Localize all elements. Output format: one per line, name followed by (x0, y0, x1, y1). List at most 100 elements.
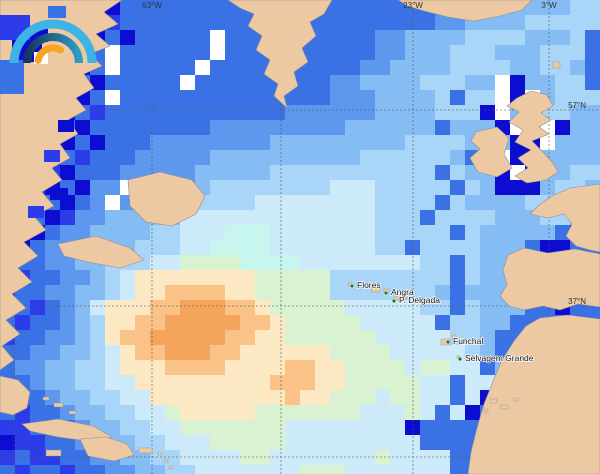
grid-cell (120, 270, 135, 285)
grid-cell (420, 45, 435, 60)
place-marker[interactable] (391, 298, 397, 304)
grid-cell (165, 150, 180, 165)
place-label[interactable]: Funchal (452, 335, 484, 346)
grid-cell (105, 405, 120, 420)
grid-cell (300, 315, 315, 330)
grid-cell (525, 15, 540, 30)
grid-cell (420, 270, 435, 285)
meridian-label: 3°W (541, 1, 557, 10)
grid-cell (330, 465, 345, 474)
place-label[interactable]: Angra (390, 286, 414, 297)
grid-cell (315, 75, 330, 90)
grid-cell (135, 360, 150, 375)
place-label[interactable]: Flores (356, 279, 381, 290)
grid-cell (345, 180, 360, 195)
grid-cell (135, 240, 150, 255)
grid-cell (105, 300, 120, 315)
grid-cell (150, 135, 165, 150)
place-marker[interactable] (383, 290, 389, 296)
grid-cell (165, 45, 180, 60)
grid-cell (135, 225, 150, 240)
grid-cell (195, 465, 210, 474)
grid-cell (450, 315, 465, 330)
grid-cell (225, 60, 240, 75)
grid-cell (285, 90, 300, 105)
grid-cell (480, 270, 495, 285)
grid-cell (330, 330, 345, 345)
grid-cell (510, 15, 525, 30)
grid-cell (435, 390, 450, 405)
grid-cell (555, 135, 570, 150)
grid-cell (165, 345, 180, 360)
grid-cell (195, 225, 210, 240)
grid-cell (150, 75, 165, 90)
grid-cell (255, 75, 270, 90)
grid-cell (435, 450, 450, 465)
grid-cell (300, 360, 315, 375)
grid-cell (225, 360, 240, 375)
grid-cell (135, 15, 150, 30)
place-label[interactable]: Selvagem Grande (464, 352, 534, 363)
grid-cell (60, 165, 75, 180)
place-marker[interactable] (445, 339, 451, 345)
grid-cell (180, 15, 195, 30)
grid-cell (585, 150, 600, 165)
grid-cell (390, 60, 405, 75)
grid-cell (165, 135, 180, 150)
grid-cell (585, 0, 600, 15)
grid-cell (405, 45, 420, 60)
place-marker[interactable] (457, 356, 463, 362)
grid-cell (435, 285, 450, 300)
grid-cell (360, 225, 375, 240)
grid-cell (210, 360, 225, 375)
grid-cell (525, 0, 540, 15)
grid-cell (345, 465, 360, 474)
grid-cell (495, 105, 510, 120)
grid-cell (270, 405, 285, 420)
grid-cell (375, 390, 390, 405)
grid-cell (420, 285, 435, 300)
grid-cell (60, 450, 75, 465)
grid-cell (465, 105, 480, 120)
place-marker[interactable] (349, 283, 355, 289)
grid-cell (195, 60, 210, 75)
grid-cell (45, 255, 60, 270)
grid-cell (120, 165, 135, 180)
grid-cell (30, 270, 45, 285)
grid-cell (135, 75, 150, 90)
grid-cell (180, 60, 195, 75)
grid-cell (90, 195, 105, 210)
grid-cell (420, 330, 435, 345)
grid-cell (270, 120, 285, 135)
grid-cell (435, 360, 450, 375)
grid-cell (345, 15, 360, 30)
grid-cell (105, 360, 120, 375)
grid-cell (390, 300, 405, 315)
grid-cell (375, 405, 390, 420)
grid-cell (360, 90, 375, 105)
grid-cell (285, 150, 300, 165)
island-speck (499, 404, 509, 410)
grid-cell (315, 330, 330, 345)
grid-cell (60, 300, 75, 315)
grid-cell (180, 240, 195, 255)
grid-cell (480, 345, 495, 360)
grid-cell (345, 0, 360, 15)
grid-cell (435, 30, 450, 45)
grid-cell (345, 270, 360, 285)
grid-cell (480, 240, 495, 255)
place-label[interactable]: P. Delgada (398, 294, 441, 305)
grid-cell (480, 195, 495, 210)
grid-cell (150, 420, 165, 435)
grid-cell (540, 45, 555, 60)
grid-cell (285, 210, 300, 225)
grid-cell (405, 405, 420, 420)
grid-cell (480, 60, 495, 75)
land-africa (467, 314, 600, 474)
grid-cell (450, 405, 465, 420)
grid-cell (255, 195, 270, 210)
grid-cell (495, 60, 510, 75)
grid-cell (180, 405, 195, 420)
